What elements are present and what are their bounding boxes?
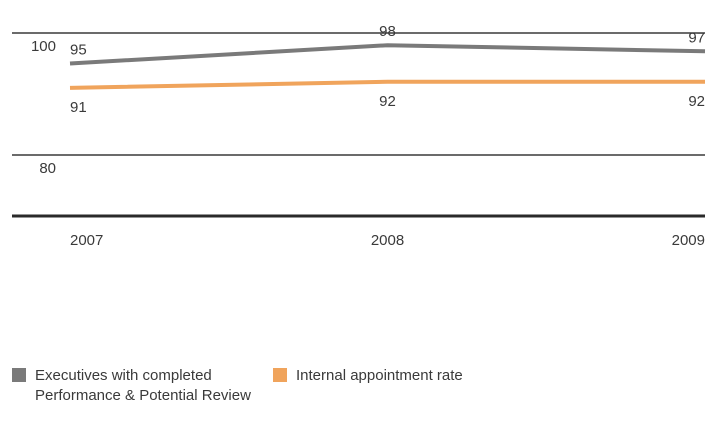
legend: Executives with completed Performance & … — [12, 366, 712, 426]
data-labels: 95 98 97 91 92 92 — [70, 23, 705, 116]
data-label-s0-2009: 97 — [688, 29, 705, 46]
gridlines — [12, 32, 705, 218]
x-tick-label-2007: 2007 — [70, 232, 103, 249]
series-line-1 — [69, 79, 705, 90]
x-axis-ticks: 2007 2008 2009 — [70, 232, 705, 249]
x-tick-label-2008: 2008 — [371, 232, 404, 249]
data-label-s1-2008: 92 — [379, 93, 396, 110]
line-chart: 80 100 2007 2008 2009 95 98 97 91 92 92 — [12, 23, 706, 249]
legend-swatch-internal-appointment — [273, 368, 287, 382]
legend-swatch-executives — [12, 368, 26, 382]
x-tick-label-2009: 2009 — [672, 232, 705, 249]
data-label-s1-2007: 91 — [70, 99, 87, 116]
data-label-s0-2008: 98 — [379, 23, 396, 40]
data-label-s0-2007: 95 — [70, 42, 87, 59]
legend-item-executives: Executives with completed Performance & … — [12, 366, 251, 406]
legend-label-executives: Executives with completed Performance & … — [35, 367, 251, 404]
legend-item-internal-appointment: Internal appointment rate — [273, 366, 463, 386]
series-line-0 — [69, 43, 706, 66]
legend-label-internal-appointment: Internal appointment rate — [296, 367, 463, 384]
data-label-s1-2009: 92 — [688, 93, 705, 110]
y-axis-ticks: 80 100 — [31, 38, 56, 177]
series-lines — [69, 43, 706, 90]
y-tick-label-100: 100 — [31, 38, 56, 55]
y-tick-label-80: 80 — [39, 160, 56, 177]
